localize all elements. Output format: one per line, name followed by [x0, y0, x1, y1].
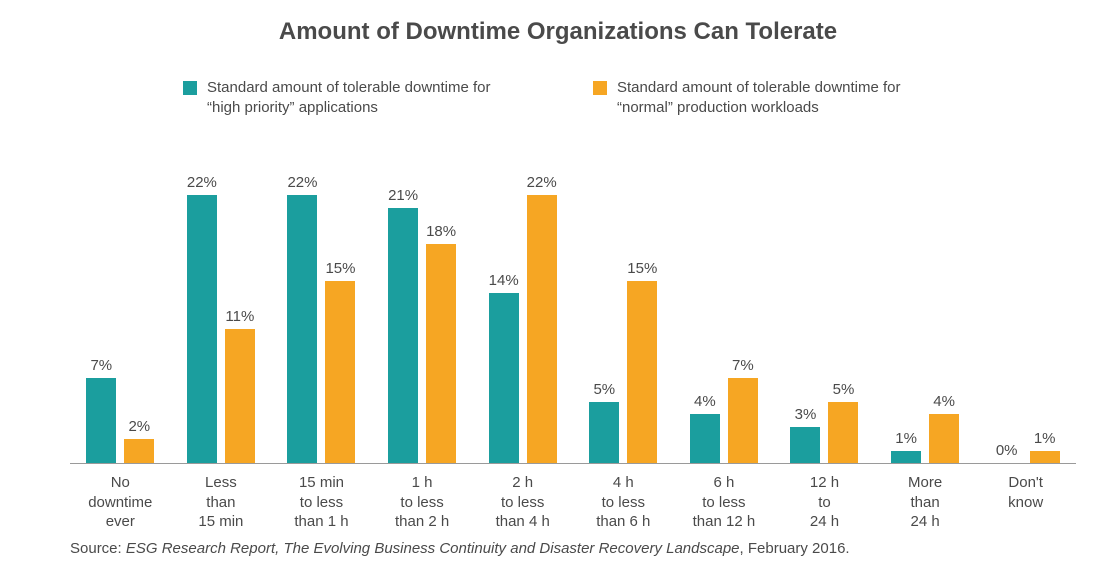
category-label: 2 hto lessthan 4 h [472, 463, 573, 532]
bar-value-normal: 5% [818, 381, 868, 398]
bar-normal [225, 329, 255, 463]
bar-value-high-priority: 7% [76, 357, 126, 374]
bar-value-high-priority: 1% [881, 430, 931, 447]
bar-value-high-priority: 21% [378, 187, 428, 204]
bar-high-priority [891, 451, 921, 463]
legend-swatch-high-priority [183, 81, 197, 95]
bar-value-high-priority: 22% [177, 174, 227, 191]
category-label: 12 hto24 h [774, 463, 875, 532]
bar-high-priority [790, 427, 820, 463]
category-label: 6 hto lessthan 12 h [674, 463, 775, 532]
bar-group: 22%11%Lessthan15 min [171, 160, 272, 463]
chart-title: Amount of Downtime Organizations Can Tol… [0, 18, 1116, 46]
category-label: 1 hto lessthan 2 h [372, 463, 473, 532]
bar-group: 7%2%Nodowntimeever [70, 160, 171, 463]
source-prefix: Source: [70, 540, 126, 557]
bar-high-priority [589, 402, 619, 463]
bar-value-normal: 15% [617, 260, 667, 277]
legend-item-high-priority: Standard amount of tolerable downtime fo… [183, 78, 523, 119]
bar-value-high-priority: 5% [579, 381, 629, 398]
bar-value-normal: 11% [215, 308, 265, 325]
bar-group: 3%5%12 hto24 h [774, 160, 875, 463]
bar-normal [1030, 451, 1060, 463]
category-label: 4 hto lessthan 6 h [573, 463, 674, 532]
bar-normal [426, 244, 456, 463]
category-label: Lessthan15 min [171, 463, 272, 532]
bar-value-high-priority: 22% [277, 174, 327, 191]
bar-value-normal: 18% [416, 223, 466, 240]
bar-high-priority [187, 195, 217, 463]
bar-high-priority [287, 195, 317, 463]
bar-normal [728, 378, 758, 463]
category-label: 15 minto lessthan 1 h [271, 463, 372, 532]
chart-container: Amount of Downtime Organizations Can Tol… [0, 0, 1116, 579]
bar-value-high-priority: 14% [479, 272, 529, 289]
bar-value-normal: 1% [1020, 430, 1070, 447]
bar-normal [828, 402, 858, 463]
bar-group: 1%4%Morethan24 h [875, 160, 976, 463]
category-label: Morethan24 h [875, 463, 976, 532]
legend-swatch-normal [593, 81, 607, 95]
bar-value-high-priority: 3% [780, 406, 830, 423]
category-label: Don'tknow [975, 463, 1076, 512]
legend-label-normal: Standard amount of tolerable downtime fo… [617, 78, 933, 119]
source-suffix: , February 2016. [740, 540, 850, 557]
bar-high-priority [489, 293, 519, 463]
bar-group: 5%15%4 hto lessthan 6 h [573, 160, 674, 463]
bar-value-normal: 4% [919, 393, 969, 410]
bar-normal [325, 281, 355, 463]
bar-value-normal: 15% [315, 260, 365, 277]
bar-value-normal: 7% [718, 357, 768, 374]
bar-group: 4%7%6 hto lessthan 12 h [674, 160, 775, 463]
bar-group: 0%1%Don'tknow [975, 160, 1076, 463]
source-line: Source: ESG Research Report, The Evolvin… [70, 540, 850, 557]
bar-high-priority [86, 378, 116, 463]
bar-normal [527, 195, 557, 463]
bar-group: 22%15%15 minto lessthan 1 h [271, 160, 372, 463]
bar-group: 21%18%1 hto lessthan 2 h [372, 160, 473, 463]
bar-value-normal: 22% [517, 174, 567, 191]
bar-value-normal: 2% [114, 418, 164, 435]
bar-normal [627, 281, 657, 463]
legend-label-high-priority: Standard amount of tolerable downtime fo… [207, 78, 523, 119]
category-label: Nodowntimeever [70, 463, 171, 532]
bar-value-high-priority: 4% [680, 393, 730, 410]
bar-normal [124, 439, 154, 463]
legend-item-normal: Standard amount of tolerable downtime fo… [593, 78, 933, 119]
bar-high-priority [388, 208, 418, 463]
bar-group: 14%22%2 hto lessthan 4 h [472, 160, 573, 463]
plot-area: 7%2%Nodowntimeever22%11%Lessthan15 min22… [70, 160, 1076, 464]
bar-high-priority [690, 414, 720, 463]
legend: Standard amount of tolerable downtime fo… [0, 78, 1116, 119]
bar-normal [929, 414, 959, 463]
source-italic: ESG Research Report, The Evolving Busine… [126, 540, 740, 557]
